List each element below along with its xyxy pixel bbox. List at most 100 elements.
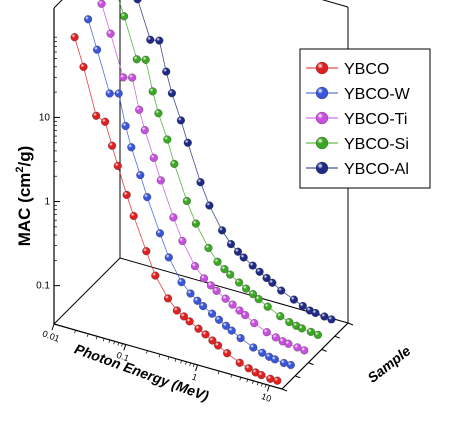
x-minor-tick [113, 341, 115, 345]
data-point [214, 341, 223, 350]
data-point [169, 213, 178, 222]
data-point [135, 105, 144, 114]
data-point [120, 12, 129, 21]
y-tick-label: 10 [39, 112, 51, 123]
data-point [105, 89, 114, 98]
data-point [213, 257, 222, 266]
data-point [193, 296, 202, 305]
x-minor-tick [74, 330, 76, 334]
legend-label: YBCO-Ti [344, 111, 407, 128]
data-point [93, 45, 102, 54]
series-ybco-w [84, 15, 295, 370]
x-minor-tick [86, 333, 89, 337]
data-point [235, 358, 244, 367]
y-tick-label: 1 [44, 197, 50, 208]
data-point [300, 346, 309, 355]
data-point [218, 226, 227, 235]
data-point [289, 295, 298, 304]
data-point [235, 278, 244, 287]
data-point [133, 0, 142, 4]
data-point [162, 67, 171, 76]
series-ybco-si [120, 12, 322, 339]
data-point [248, 261, 257, 270]
legend-marker [315, 61, 329, 75]
data-point [92, 111, 101, 120]
data-point [206, 281, 215, 290]
data-point [327, 315, 336, 324]
x-minor-tick [252, 380, 254, 384]
x-tick-mark [266, 385, 270, 392]
x-tick-mark [195, 364, 199, 372]
data-point [248, 290, 258, 299]
data-point [84, 15, 93, 24]
data-point [270, 355, 279, 364]
data-point [241, 311, 250, 320]
legend-label: YBCO-Al [344, 161, 409, 178]
legend-item: YBCO-Al [306, 161, 409, 178]
series-line-ybco-w [87, 19, 291, 366]
data-point [163, 294, 173, 303]
data-point [172, 306, 181, 315]
data-point [297, 324, 306, 333]
z-tick-mark [347, 322, 354, 326]
series-ybco [70, 33, 282, 385]
data-point [185, 317, 194, 326]
data-point [143, 193, 152, 202]
x-tick-label: 0.01 [41, 328, 61, 343]
data-point [186, 289, 195, 298]
legend-label: YBCO-W [344, 86, 411, 103]
data-point [277, 286, 286, 295]
data-point [262, 273, 271, 283]
data-point [279, 358, 288, 368]
x-minor-tick [230, 374, 233, 378]
series-points [70, 0, 336, 385]
legend-marker [315, 111, 329, 125]
x-minor-tick [146, 350, 148, 354]
x-minor-tick [102, 338, 105, 342]
series-ybco-al [133, 0, 336, 324]
data-point [286, 360, 295, 370]
y-axis-title: MAC (cm2/g) [14, 146, 34, 247]
data-point [163, 135, 172, 144]
data-point [167, 89, 176, 98]
data-point [208, 336, 217, 345]
data-point [178, 236, 187, 246]
legend-label: YBCO-Si [344, 136, 409, 153]
x-minor-tick [174, 358, 177, 362]
data-point [136, 171, 145, 180]
data-point [204, 243, 213, 253]
floor-back-left-edge [53, 257, 121, 325]
data-point [79, 62, 88, 71]
data-point [285, 318, 294, 327]
data-point [101, 117, 110, 126]
data-point [268, 278, 277, 287]
x-minor-tick [217, 370, 220, 375]
data-point [121, 121, 130, 131]
x-minor-tick [158, 354, 161, 358]
data-point [122, 190, 131, 199]
data-point [199, 274, 209, 283]
z-axis-title: Sample [364, 342, 413, 385]
x-tick-label: 0.1 [115, 350, 130, 364]
data-point [149, 153, 158, 162]
data-point [262, 328, 271, 337]
series-line-ybco [74, 37, 278, 382]
data-point [182, 196, 191, 206]
x-minor-tick [192, 363, 195, 368]
data-point [140, 126, 149, 135]
z-tick-mark [281, 388, 288, 392]
x-minor-tick [108, 339, 111, 344]
data-point [228, 300, 237, 309]
data-point [119, 73, 128, 82]
series-line-ybco-ti [101, 3, 305, 351]
data-point [311, 308, 320, 318]
data-point [273, 376, 282, 385]
x-minor-tick [264, 384, 267, 388]
data-point [320, 312, 329, 321]
x-tick-mark [123, 344, 127, 351]
data-point [244, 364, 253, 373]
data-point [221, 294, 230, 303]
data-point [236, 334, 245, 343]
data-point [258, 348, 267, 357]
